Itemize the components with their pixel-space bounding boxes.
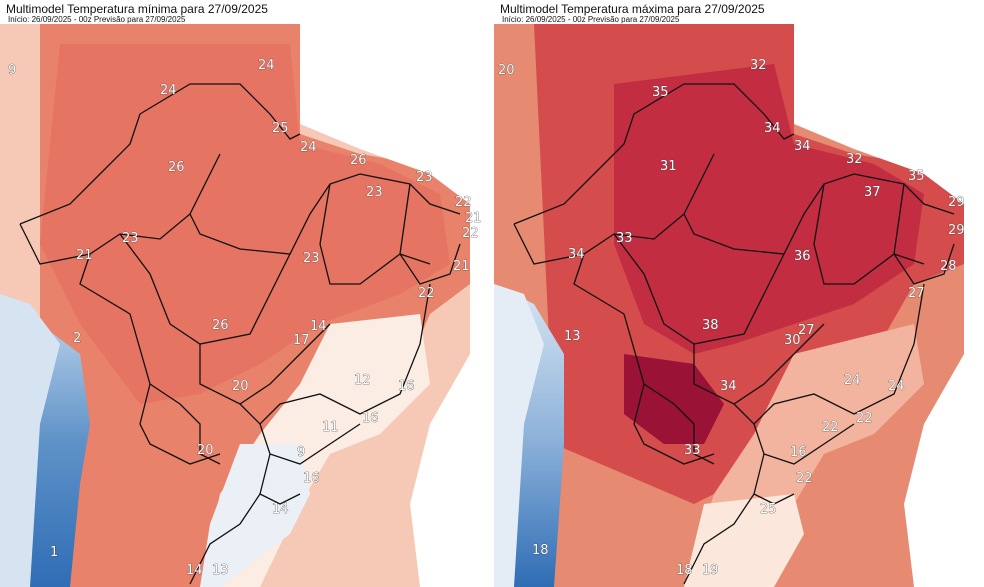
temperature-label: 9 [297,445,305,460]
temperature-label: 20 [197,443,214,458]
temperature-label: 24 [888,379,905,394]
temperature-label: 30 [784,333,801,348]
temperature-label: 21 [465,211,482,226]
temperature-label: 29 [948,195,965,210]
temperature-label: 20 [232,379,249,394]
temperature-label: 22 [822,420,839,435]
temperature-label: 22 [418,286,435,301]
temperature-label: 18 [532,543,549,558]
temperature-label: 35 [652,85,669,100]
very-hot-region [614,64,924,354]
temperature-label: 18 [676,563,693,578]
temperature-label: 26 [212,318,229,333]
temperature-label: 23 [303,251,320,266]
temperature-label: 14 [272,502,289,517]
temperature-label: 16 [398,379,415,394]
temperature-label: 21 [453,259,470,274]
temperature-label: 13 [212,563,229,578]
map-title: Multimodel Temperatura mínima para 27/09… [6,2,268,16]
temperature-label: 26 [350,153,367,168]
temperature-label: 22 [462,226,479,241]
temperature-label: 22 [856,411,873,426]
map-subtitle: Início: 26/09/2025 - 00z Previsão para 2… [8,15,186,24]
temperature-label: 23 [122,231,139,246]
cold-south [200,444,310,587]
temperature-label: 14 [310,319,327,334]
temperature-label: 31 [660,159,677,174]
temperature-label: 26 [168,160,185,175]
temperature-label: 12 [354,373,371,388]
temperature-label: 34 [794,139,811,154]
temperature-label: 22 [455,195,472,210]
temperature-label: 23 [366,185,383,200]
map-title: Multimodel Temperatura máxima para 27/09… [500,2,765,16]
temperature-label: 13 [564,329,581,344]
temperature-label: 36 [794,249,811,264]
temperature-label: 11 [322,420,339,435]
temperature-label: 38 [702,318,719,333]
temperature-label: 16 [790,445,807,460]
temperature-label: 19 [702,563,719,578]
temperature-label: 9 [8,63,16,78]
temperature-label: 1 [50,545,58,560]
temperature-label: 34 [764,121,781,136]
temperature-label: 37 [864,185,881,200]
pacific-region [0,294,60,587]
temperature-label: 28 [940,259,957,274]
temperature-label: 34 [568,247,585,262]
temperature-label: 16 [303,471,320,486]
ocean-area [794,24,984,587]
map-panel-min: Multimodel Temperatura mínima para 27/09… [0,0,490,587]
temperature-label: 25 [272,121,289,136]
temperature-label: 33 [616,231,633,246]
state-borders [19,83,461,585]
map-subtitle: Início: 26/09/2025 - 00z Previsão para 2… [502,15,680,24]
pacific-region [494,284,544,587]
temperature-label: 27 [908,286,925,301]
ocean-area [300,24,490,587]
temperature-label: 35 [908,169,925,184]
temperature-label: 14 [186,563,203,578]
map-panel-max: Multimodel Temperatura máxima para 27/09… [494,0,984,587]
temperature-label: 16 [362,411,379,426]
temperature-label: 32 [750,58,767,73]
temperature-label: 24 [844,373,861,388]
hottest-core [624,354,724,444]
temperature-label: 24 [160,83,177,98]
temperature-label: 25 [760,502,777,517]
mild-south [684,494,804,587]
temperature-label: 21 [76,248,93,263]
temperature-label: 23 [416,170,433,185]
temperature-label: 32 [846,152,863,167]
temperature-label: 33 [684,443,701,458]
temperature-label: 24 [258,58,275,73]
temperature-label: 22 [796,471,813,486]
temperature-label: 20 [498,63,515,78]
temperature-label: 27 [798,323,815,338]
temperature-label: 2 [73,331,81,346]
temperature-label: 17 [293,333,310,348]
state-borders [513,83,955,585]
hot-region [40,44,450,404]
temperature-label: 34 [720,379,737,394]
temperature-label: 24 [300,140,317,155]
temperature-label: 29 [948,223,965,238]
